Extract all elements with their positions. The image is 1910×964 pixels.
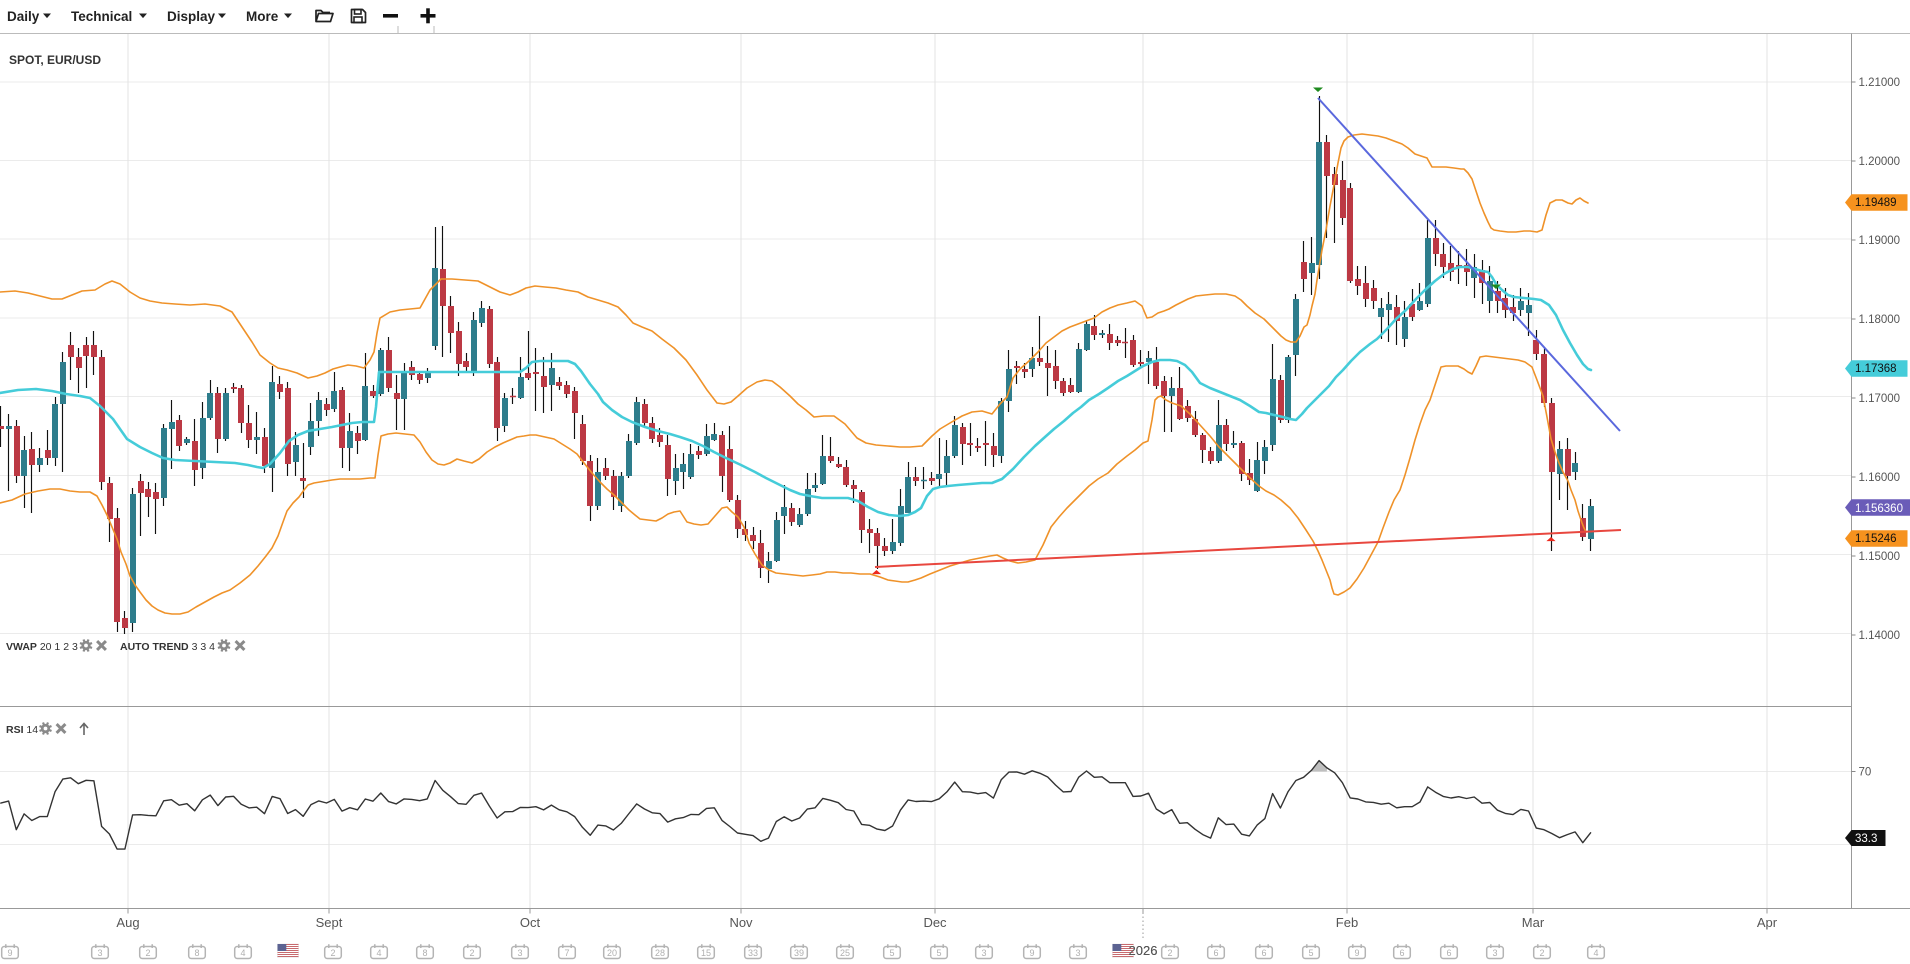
- svg-text:Apr: Apr: [1757, 915, 1778, 930]
- svg-text:20: 20: [607, 948, 617, 958]
- svg-text:25: 25: [840, 948, 850, 958]
- svg-text:6: 6: [1446, 948, 1451, 958]
- svg-text:SPOT, EUR/USD: SPOT, EUR/USD: [9, 53, 101, 67]
- svg-text:5: 5: [936, 948, 941, 958]
- svg-text:Display: Display: [167, 9, 216, 24]
- svg-text:2: 2: [330, 948, 335, 958]
- svg-text:More: More: [246, 9, 279, 24]
- svg-text:1.21000: 1.21000: [1859, 77, 1901, 89]
- svg-text:9: 9: [1029, 948, 1034, 958]
- svg-text:2026: 2026: [1129, 943, 1158, 958]
- svg-text:70: 70: [1859, 767, 1872, 779]
- svg-text:33: 33: [748, 948, 758, 958]
- svg-text:4: 4: [240, 948, 245, 958]
- svg-text:2: 2: [1167, 948, 1172, 958]
- svg-text:8: 8: [422, 948, 427, 958]
- svg-text:1.16000: 1.16000: [1859, 472, 1901, 484]
- svg-text:39: 39: [794, 948, 804, 958]
- svg-text:2026: 2026: [1129, 943, 1158, 958]
- svg-text:Mar: Mar: [1522, 915, 1545, 930]
- svg-text:6: 6: [1213, 948, 1218, 958]
- svg-text:2: 2: [469, 948, 474, 958]
- svg-text:1.17368: 1.17368: [1855, 363, 1897, 375]
- svg-text:1.19489: 1.19489: [1855, 197, 1897, 209]
- svg-text:1.15246: 1.15246: [1855, 533, 1897, 545]
- svg-text:1.19000: 1.19000: [1859, 235, 1901, 247]
- svg-text:33.3: 33.3: [1855, 833, 1877, 845]
- svg-text:Technical: Technical: [71, 9, 132, 24]
- svg-text:15: 15: [701, 948, 711, 958]
- svg-text:1.14000: 1.14000: [1859, 630, 1901, 642]
- svg-text:6: 6: [1261, 948, 1266, 958]
- svg-text:4: 4: [376, 948, 381, 958]
- svg-text:9: 9: [1354, 948, 1359, 958]
- svg-text:1.17000: 1.17000: [1859, 393, 1901, 405]
- svg-text:1.20000: 1.20000: [1859, 156, 1901, 168]
- svg-text:2: 2: [1539, 948, 1544, 958]
- svg-text:3: 3: [97, 948, 102, 958]
- svg-text:3: 3: [981, 948, 986, 958]
- svg-text:9: 9: [7, 948, 12, 958]
- svg-text:28: 28: [655, 948, 665, 958]
- svg-text:5: 5: [889, 948, 894, 958]
- svg-text:2: 2: [145, 948, 150, 958]
- svg-text:Nov: Nov: [729, 915, 753, 930]
- svg-text:1.156360: 1.156360: [1855, 503, 1903, 515]
- svg-text:3: 3: [1075, 948, 1080, 958]
- svg-text:8: 8: [194, 948, 199, 958]
- svg-text:6: 6: [1399, 948, 1404, 958]
- svg-text:Sept: Sept: [316, 915, 343, 930]
- svg-text:4: 4: [1593, 948, 1598, 958]
- svg-text:RSI 14: RSI 14: [6, 724, 38, 736]
- svg-text:3: 3: [1492, 948, 1497, 958]
- svg-text:3: 3: [517, 948, 522, 958]
- svg-text:AUTO TREND 3 3 4: AUTO TREND 3 3 4: [120, 641, 215, 653]
- svg-text:7: 7: [564, 948, 569, 958]
- svg-text:VWAP 20 1 2 3: VWAP 20 1 2 3: [6, 641, 78, 653]
- svg-text:Aug: Aug: [116, 915, 139, 930]
- svg-text:Feb: Feb: [1336, 915, 1358, 930]
- svg-text:5: 5: [1308, 948, 1313, 958]
- svg-text:Dec: Dec: [923, 915, 947, 930]
- svg-text:Daily: Daily: [7, 9, 40, 24]
- svg-text:1.18000: 1.18000: [1859, 314, 1901, 326]
- svg-text:Oct: Oct: [520, 915, 541, 930]
- svg-text:1.15000: 1.15000: [1859, 551, 1901, 563]
